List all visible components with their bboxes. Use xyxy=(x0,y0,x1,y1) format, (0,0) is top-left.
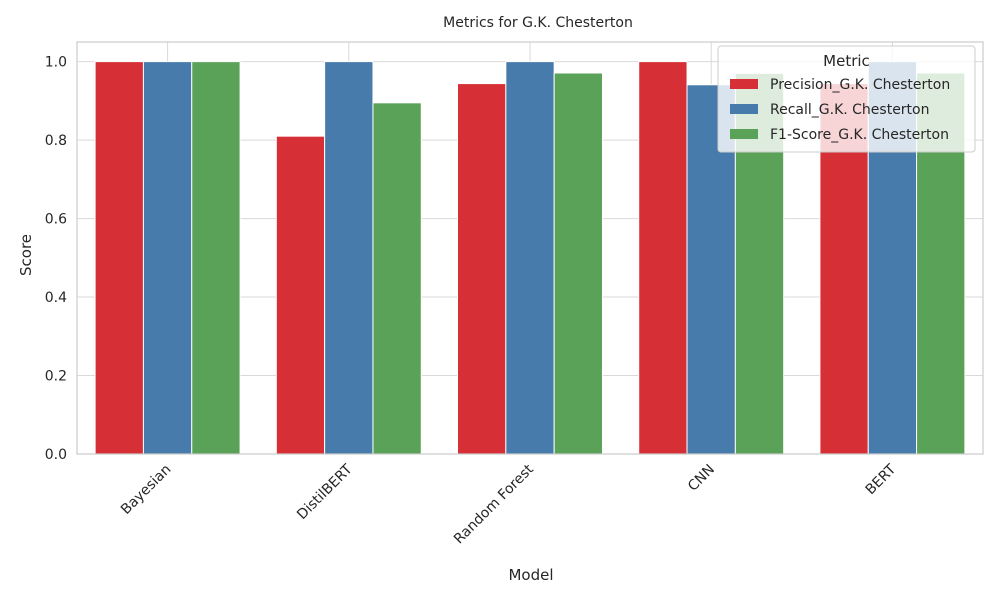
legend-box xyxy=(717,45,976,153)
bar xyxy=(275,135,326,455)
bar xyxy=(142,61,193,455)
bar xyxy=(324,61,374,455)
y-tick-label: 0.4 xyxy=(45,290,67,306)
bar xyxy=(94,61,144,455)
bar xyxy=(191,61,241,455)
x-tick-label: Random Forest xyxy=(451,461,537,547)
legend-label: Recall_G.K. Chesterton xyxy=(770,102,930,118)
bars xyxy=(94,61,966,455)
bar xyxy=(553,72,603,455)
x-tick-label: CNN xyxy=(685,462,718,495)
legend-items: Precision_G.K. Chesterton Recall_G.K. Che… xyxy=(730,77,950,143)
legend-swatch xyxy=(730,129,758,139)
y-tick-label: 0.2 xyxy=(45,369,67,385)
bar xyxy=(638,61,688,455)
x-tick-label: Bayesian xyxy=(118,462,174,518)
legend-title: Metric xyxy=(823,52,870,70)
y-axis-label: Score xyxy=(17,234,35,276)
y-tick-labels: 0.0 0.2 0.4 0.6 0.8 1.0 xyxy=(45,55,67,463)
y-tick-label: 1.0 xyxy=(45,55,67,71)
legend-label: F1-Score_G.K. Chesterton xyxy=(770,127,949,143)
y-tick-label: 0.8 xyxy=(45,133,67,149)
plot-frame xyxy=(76,41,984,455)
bar xyxy=(457,83,507,455)
x-axis-label: Model xyxy=(508,566,553,584)
bar xyxy=(505,61,555,455)
legend: Metric Precision_G.K. Chesterton Recall_G… xyxy=(717,45,976,153)
bar xyxy=(372,102,422,455)
legend-swatch xyxy=(730,104,758,114)
y-tick-label: 0.0 xyxy=(45,447,67,463)
x-tick-label: DistilBERT xyxy=(294,461,356,523)
x-tick-label: BERT xyxy=(863,461,900,498)
chart-title: Metrics for G.K. Chesterton xyxy=(443,15,633,31)
legend-label: Precision_G.K. Chesterton xyxy=(770,77,950,93)
legend-swatch xyxy=(730,79,758,89)
y-tick-label: 0.6 xyxy=(45,212,67,228)
x-tick-labels: Bayesian DistilBERT Random Forest CNN BERT xyxy=(118,461,899,547)
